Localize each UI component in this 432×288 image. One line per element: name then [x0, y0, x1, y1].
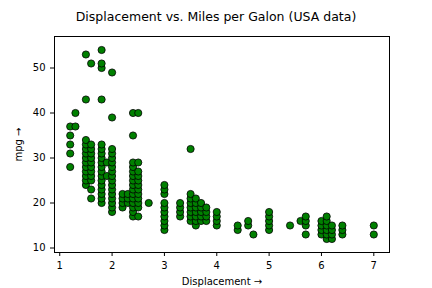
svg-text:1: 1 [57, 260, 63, 271]
html-text:Displacement vs. Miles per Gal: Displacement vs. Miles per Galon (USA da… [75, 9, 357, 24]
svg-text:7: 7 [371, 260, 377, 271]
svg-text:4: 4 [214, 260, 220, 271]
svg-text:10: 10 [33, 242, 46, 253]
svg-text:2: 2 [109, 260, 115, 271]
svg-text:20: 20 [33, 197, 46, 208]
svg-text:Displacement →: Displacement → [182, 276, 262, 287]
svg-text:50: 50 [33, 62, 46, 73]
svg-text:mpg →: mpg → [13, 128, 24, 162]
svg-text:40: 40 [33, 107, 46, 118]
svg-text:30: 30 [33, 152, 46, 163]
svg-text:6: 6 [318, 260, 324, 271]
svg-text:3: 3 [161, 260, 167, 271]
svg-text:5: 5 [266, 260, 272, 271]
